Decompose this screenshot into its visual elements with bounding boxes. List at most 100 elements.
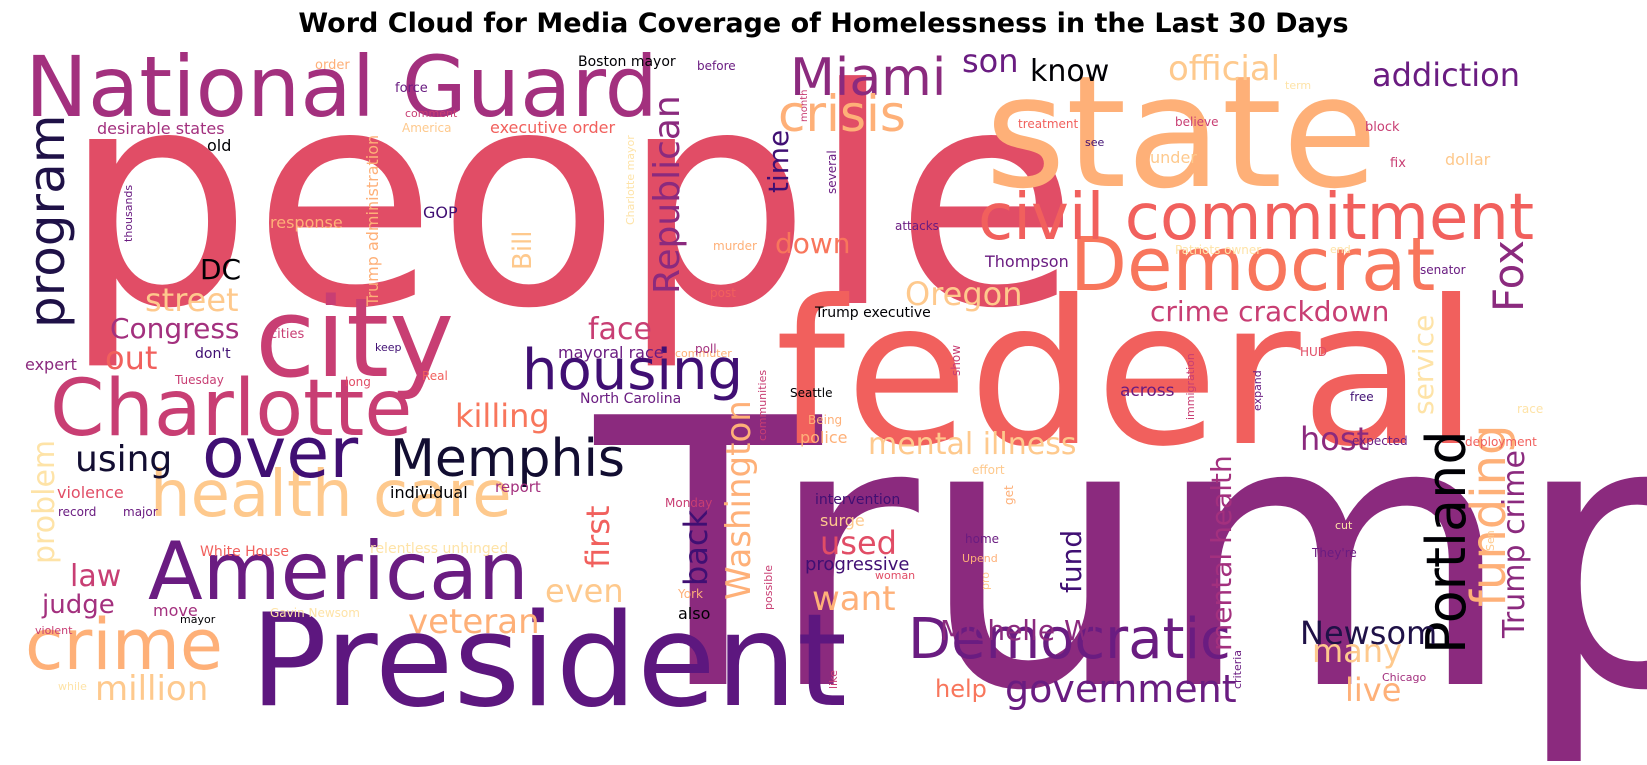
cloud-word: even xyxy=(545,572,624,610)
cloud-word: mayoral race xyxy=(558,343,664,362)
cloud-word: Trump crime xyxy=(1497,450,1532,638)
cloud-word: Michelle Wu xyxy=(940,614,1109,647)
cloud-word: Being xyxy=(808,413,843,427)
cloud-word: end xyxy=(1330,243,1351,256)
cloud-word: while xyxy=(58,680,87,693)
cloud-word: Patriots owner xyxy=(1175,243,1262,257)
cloud-word: They're xyxy=(1312,546,1357,560)
cloud-word: progressive xyxy=(805,554,910,575)
cloud-word: back xyxy=(677,509,715,586)
cloud-word: York xyxy=(678,587,703,601)
cloud-word: used xyxy=(820,524,897,562)
cloud-word: state xyxy=(985,42,1378,223)
cloud-word: major xyxy=(123,505,158,519)
cloud-word: law xyxy=(70,559,122,594)
cloud-word: Washington xyxy=(719,400,759,600)
cloud-word: report xyxy=(495,478,541,496)
cloud-word: Tuesday xyxy=(175,373,224,387)
cloud-word: month xyxy=(799,89,810,122)
cloud-word: fund xyxy=(1055,529,1088,593)
cloud-word: Boston mayor xyxy=(578,54,676,70)
cloud-word: Trump xyxy=(595,342,1647,765)
cloud-word: President xyxy=(250,587,848,736)
cloud-word: know xyxy=(1030,54,1110,89)
cloud-word: street xyxy=(145,281,239,319)
cloud-word: don't xyxy=(195,346,231,362)
cloud-word: murder xyxy=(713,239,757,253)
cloud-word: block xyxy=(1365,120,1400,135)
cloud-word: order xyxy=(315,58,350,73)
cloud-word: killing xyxy=(455,397,550,435)
cloud-word: Fox xyxy=(1484,240,1533,312)
cloud-word: home xyxy=(965,532,1000,546)
cloud-word: government xyxy=(1005,667,1237,711)
cloud-word: mental health xyxy=(1205,455,1238,651)
cloud-word: executive order xyxy=(490,118,616,137)
cloud-word: problem xyxy=(27,439,62,564)
cloud-word: mental illness xyxy=(868,427,1077,462)
cloud-word: cities xyxy=(270,327,305,342)
cloud-word: service xyxy=(1407,314,1440,415)
cloud-word: poll xyxy=(695,342,717,356)
cloud-word: Memphis xyxy=(390,429,626,489)
cloud-word: get xyxy=(1002,485,1016,505)
cloud-word: time xyxy=(762,129,795,193)
cloud-word: crime crackdown xyxy=(1150,295,1390,328)
cloud-word: many xyxy=(1312,632,1402,670)
cloud-word: Upend xyxy=(962,552,998,565)
cloud-word: Republican xyxy=(647,95,688,294)
cloud-word: housing xyxy=(522,338,744,403)
cloud-word: Monday xyxy=(665,496,713,510)
cloud-word: first xyxy=(579,505,617,568)
cloud-word: National Guard xyxy=(25,38,658,136)
cloud-word: believe xyxy=(1175,115,1219,129)
cloud-word: help xyxy=(935,675,987,703)
cloud-word: relentless unhinged xyxy=(370,541,509,557)
cloud-word: Thompson xyxy=(985,252,1069,271)
cloud-word: addiction xyxy=(1372,56,1521,94)
cloud-word: move xyxy=(153,601,198,620)
cloud-word: possible xyxy=(762,564,775,610)
cloud-word: Real xyxy=(422,369,448,383)
cloud-word: using xyxy=(75,439,173,480)
cloud-word: several xyxy=(825,150,839,194)
cloud-word: Democrat xyxy=(1070,222,1436,308)
cloud-word: health care xyxy=(150,458,512,532)
cloud-word: live xyxy=(1345,671,1402,709)
cloud-word: old xyxy=(207,136,232,155)
cloud-word: expected xyxy=(1352,434,1408,448)
cloud-word: individual xyxy=(390,483,468,502)
cloud-word: crime xyxy=(25,604,223,686)
cloud-word: official xyxy=(1168,49,1281,89)
cloud-word: Oregon xyxy=(905,275,1023,313)
cloud-word: mayor xyxy=(180,613,216,626)
cloud-word: want xyxy=(812,579,896,619)
cloud-word: across xyxy=(1120,381,1175,401)
cloud-word: communities xyxy=(756,369,769,441)
cloud-word: face xyxy=(588,312,652,347)
cloud-word: desirable states xyxy=(97,119,225,138)
cloud-word: effort xyxy=(972,463,1005,477)
cloud-word: over xyxy=(202,412,359,494)
cloud-word: see xyxy=(1085,136,1105,149)
cloud-word: force xyxy=(395,81,428,96)
cloud-word: son xyxy=(962,42,1019,80)
cloud-word: North Carolina xyxy=(580,391,682,407)
cloud-word: federal xyxy=(775,258,1479,491)
cloud-word: Bill xyxy=(508,230,538,270)
cloud-word: HUD xyxy=(1300,345,1328,359)
cloud-word: long xyxy=(345,375,371,389)
chart-title: Word Cloud for Media Coverage of Homeles… xyxy=(298,8,1349,39)
cloud-word: Chicago xyxy=(1382,671,1427,684)
cloud-word: violent xyxy=(35,624,73,637)
cloud-word: before xyxy=(697,59,736,73)
cloud-word: cut xyxy=(1335,519,1353,532)
cloud-word: American xyxy=(148,525,529,618)
cloud-word: out xyxy=(105,339,158,377)
cloud-word: Newsom xyxy=(1300,614,1438,652)
cloud-word: term xyxy=(1285,79,1312,92)
cloud-word: fix xyxy=(1390,156,1406,171)
cloud-word: million xyxy=(95,669,209,709)
cloud-word: Charlotte mayor xyxy=(624,135,637,225)
